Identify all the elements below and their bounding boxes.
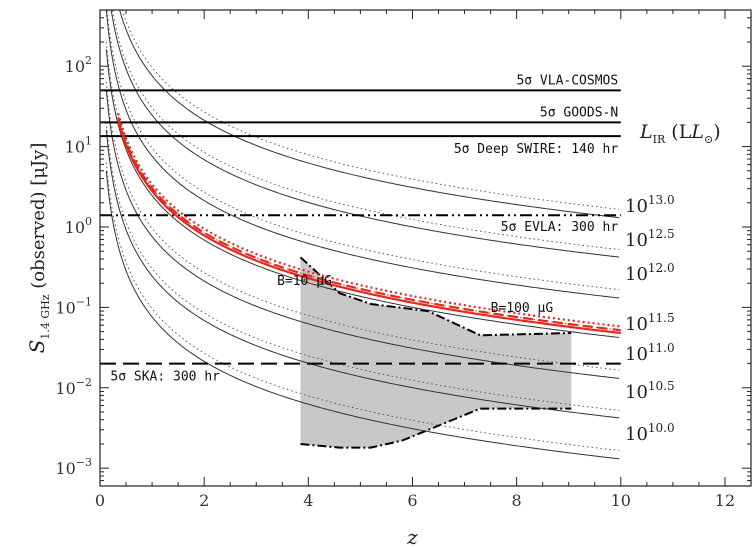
lir-curve-dotted-11.5 [105, 41, 620, 331]
red-curve-dotted [117, 113, 621, 328]
label-b10: B=10 μG [277, 274, 332, 289]
y-tick-label: 100 [65, 215, 92, 237]
lir-legend-title: LIR (LL⊙) [639, 121, 721, 146]
lir-curve-dotted-12.0 [106, 10, 620, 291]
shaded-region-upper-edge [299, 256, 572, 337]
lir-label-10.5: 1010.5 [625, 379, 675, 403]
x-tick-label: 2 [199, 491, 209, 510]
plot-frame [99, 9, 752, 487]
limit-label-2: 5σ Deep SWIRE: 140 hr [454, 142, 619, 157]
x-tick-label: 8 [512, 491, 522, 510]
y-tick-label: 101 [65, 135, 92, 157]
x-tick-label: 0 [95, 491, 105, 510]
lir-label-13.0: 1013.0 [625, 193, 675, 217]
y-tick-label: 10−3 [55, 456, 92, 478]
lir-curve-11.0 [105, 90, 620, 379]
lir-curve-11.5 [105, 49, 620, 338]
lir-label-11.5: 1011.5 [625, 311, 675, 335]
lir-label-11.0: 1011.0 [625, 341, 675, 365]
limit-label-3: 5σ EVLA: 300 hr [501, 220, 619, 235]
lir-curve-dotted-11.0 [105, 81, 620, 371]
limit-label-4: 5σ SKA: 300 hr [110, 370, 220, 385]
y-tick-label: 10−1 [55, 295, 92, 317]
x-tick-label: 4 [303, 491, 313, 510]
label-b100: B=100 μG [491, 301, 554, 316]
y-tick-label: 102 [65, 54, 92, 76]
lir-curve-dotted-13.0 [121, 10, 620, 210]
lir-label-12.0: 1012.0 [625, 261, 675, 285]
x-tick-label: 10 [611, 491, 631, 510]
lir-curve-10.0 [105, 170, 620, 460]
limit-label-1: 5σ GOODS-N [540, 105, 618, 120]
lir-label-10.0: 1010.0 [625, 421, 675, 445]
lir-curve-dotted-12.5 [111, 10, 620, 251]
lir-curve-13.0 [119, 10, 620, 219]
shaded-region-lower-edge [300, 407, 572, 449]
lir-curve-10.5 [105, 129, 620, 419]
lir-curve-12.5 [110, 10, 620, 258]
red-curve-solid [117, 119, 621, 335]
lir-label-12.5: 1012.5 [625, 227, 675, 251]
lir-curve-12.0 [105, 10, 620, 299]
y-axis-title: S1.4 GHz (observed) [μJy] [25, 143, 52, 354]
lir-curve-dotted-10.5 [105, 122, 620, 411]
red-curve-dashed [117, 117, 621, 332]
x-axis-title: z [406, 525, 418, 547]
limit-label-0: 5σ VLA-COSMOS [516, 73, 618, 88]
x-tick-label: 6 [407, 491, 417, 510]
y-tick-label: 10−2 [55, 376, 92, 398]
x-tick-label: 12 [715, 491, 735, 510]
lir-curve-dotted-10.0 [105, 162, 620, 451]
